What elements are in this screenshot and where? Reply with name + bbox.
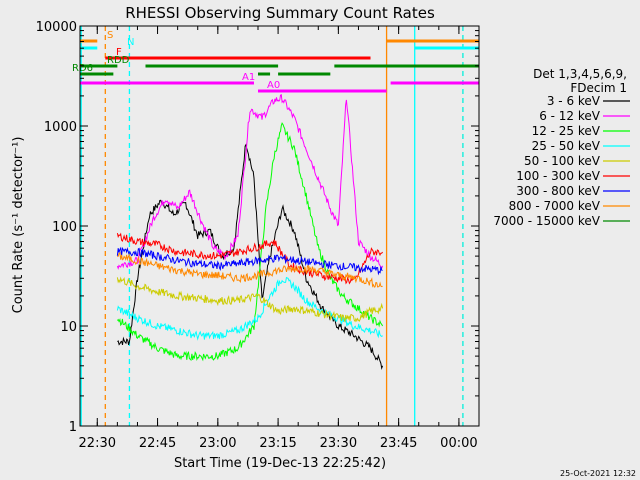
legend-label-3: 25 - 50 keV [532, 139, 601, 153]
x-tick-label-6: 00:00 [440, 436, 477, 451]
legend-label-8: 7000 - 15000 keV [493, 214, 600, 228]
series-line-4 [116, 276, 384, 323]
x-tick-label-1: 22:45 [139, 436, 176, 451]
y-tick-label-2: 100 [52, 220, 77, 235]
y-tick-label-4: 10000 [36, 20, 77, 35]
series-line-1 [116, 94, 384, 270]
flag-label-s: S [107, 30, 113, 41]
legend-header-line2: FDecim 1 [570, 81, 627, 95]
legend-label-1: 6 - 12 keV [539, 109, 601, 123]
flag-label-a1: A1 [242, 72, 255, 83]
x-tick-label-5: 23:45 [380, 436, 417, 451]
chart-title: RHESSI Observing Summary Count Rates [125, 4, 435, 22]
series-line-2 [117, 122, 384, 362]
legend-label-4: 50 - 100 keV [524, 154, 601, 168]
legend-label-2: 12 - 25 keV [532, 124, 601, 138]
y-axis-label: Count Rate (s⁻¹ detector⁻¹) [11, 137, 26, 314]
x-axis-label: Start Time (19-Dec-13 22:25:42) [174, 456, 386, 471]
y-tick-label-1: 10 [60, 320, 77, 335]
flag-label-rdd: RDD [107, 55, 130, 66]
x-tick-label-3: 23:15 [259, 436, 296, 451]
flag-label-rd6: RD6 [72, 63, 93, 74]
legend-label-0: 3 - 6 keV [547, 94, 601, 108]
footer-timestamp: 25-Oct-2021 12:32 [560, 469, 636, 478]
y-tick-label-0: 1 [69, 420, 77, 435]
x-tick-label-2: 23:00 [199, 436, 236, 451]
x-tick-label-4: 23:30 [320, 436, 357, 451]
legend-label-5: 100 - 300 keV [516, 169, 600, 183]
legend-header-line1: Det 1,3,4,5,6,9, [533, 67, 627, 81]
flag-label-n: N [127, 37, 134, 48]
series-line-5 [116, 232, 384, 285]
series-line-7 [117, 251, 383, 288]
legend-label-6: 300 - 800 keV [516, 184, 600, 198]
x-tick-label-0: 22:30 [79, 436, 116, 451]
legend-label-7: 800 - 7000 keV [509, 199, 601, 213]
series-line-6 [116, 246, 383, 276]
y-tick-label-3: 1000 [44, 120, 77, 135]
flag-label-f: F [116, 47, 122, 58]
flag-label-a0: A0 [267, 80, 280, 91]
